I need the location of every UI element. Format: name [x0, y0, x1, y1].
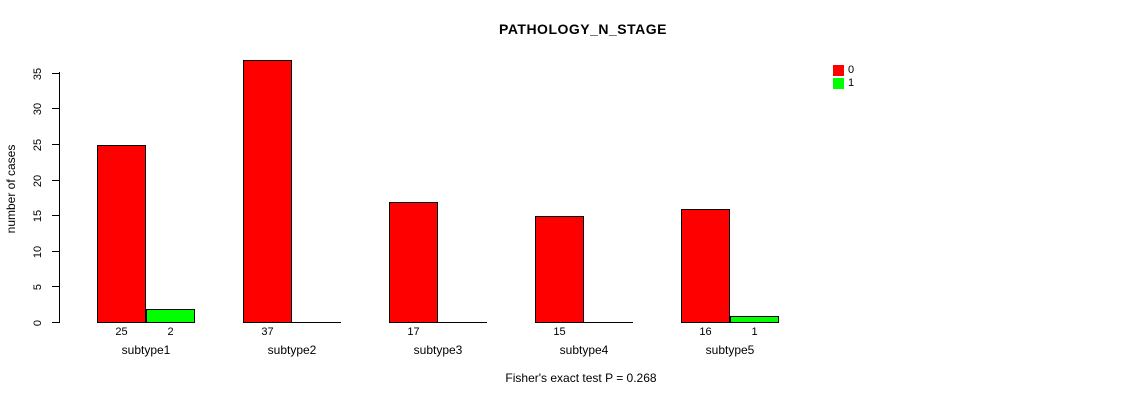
zero-bar-line	[292, 322, 341, 323]
footnote-fishers-test: Fisher's exact test P = 0.268	[505, 371, 657, 385]
bar-series-0	[243, 60, 292, 323]
category-label: subtype5	[705, 343, 755, 357]
bar-series-0	[389, 202, 438, 323]
chart-title: PATHOLOGY_N_STAGE	[499, 21, 667, 37]
y-axis-tick	[52, 108, 59, 109]
bar-series-1	[730, 316, 779, 323]
y-axis-tick	[52, 180, 59, 181]
zero-bar-line	[438, 322, 487, 323]
y-axis-tick	[52, 215, 59, 216]
bar-value-label: 16	[699, 326, 712, 338]
legend-swatch-1	[833, 78, 844, 89]
bar-value-label: 37	[261, 326, 274, 338]
category-label: subtype1	[121, 343, 171, 357]
y-axis-tick	[52, 322, 59, 323]
y-axis-tick	[52, 144, 59, 145]
y-axis-tick-label: 25	[32, 138, 44, 152]
bar-value-label: 15	[553, 326, 566, 338]
legend-swatch-0	[833, 65, 844, 76]
y-axis-tick	[52, 251, 59, 252]
y-axis-tick-label: 15	[32, 209, 44, 223]
bar-series-0	[535, 216, 584, 323]
bar-value-label: 25	[115, 326, 128, 338]
category-label: subtype2	[267, 343, 317, 357]
bar-value-label: 1	[751, 326, 758, 338]
y-axis-tick-label: 5	[32, 283, 44, 291]
y-axis-tick-label: 20	[32, 174, 44, 188]
y-axis-tick-label: 0	[32, 319, 44, 327]
category-label: subtype4	[559, 343, 609, 357]
bar-value-label: 2	[167, 326, 174, 338]
y-axis-tick-label: 35	[32, 67, 44, 81]
bar-series-1	[146, 309, 195, 323]
bar-series-0	[681, 209, 730, 323]
y-axis-tick	[52, 73, 59, 74]
y-axis-tick	[52, 286, 59, 287]
y-axis-tick-label: 30	[32, 102, 44, 116]
legend-label-1: 1	[848, 77, 855, 89]
y-axis-tick-label: 10	[32, 245, 44, 259]
legend-label-0: 0	[848, 64, 855, 76]
zero-bar-line	[584, 322, 633, 323]
bar-series-0	[97, 145, 146, 323]
y-axis-label: number of cases	[4, 144, 18, 234]
bar-value-label: 17	[407, 326, 420, 338]
category-label: subtype3	[413, 343, 463, 357]
y-axis-line	[59, 72, 60, 323]
